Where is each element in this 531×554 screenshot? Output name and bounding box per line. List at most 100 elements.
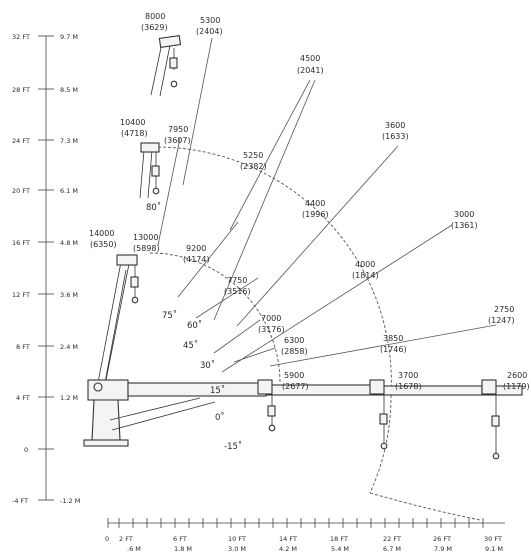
boom-80-head — [158, 35, 182, 48]
angle-labels: 80˚ 75˚ 60˚ 45˚ 30˚ 15˚ 0˚ -15˚ — [146, 202, 242, 452]
hook-icon — [380, 442, 388, 450]
mast — [91, 399, 121, 441]
boom-75-head — [140, 142, 160, 153]
capacity-lbs: 13000 — [133, 233, 158, 242]
hook-block — [169, 57, 178, 69]
hook-icon — [492, 452, 500, 460]
x-tick-label-m: 3.0 M — [228, 545, 246, 553]
angle-label-0: 0˚ — [215, 412, 225, 423]
hook-block — [130, 276, 139, 288]
x-tick-label-m: .6 M — [127, 545, 141, 553]
capacity-kg: (6350) — [90, 240, 117, 249]
y-tick-label-m: 8.5 M — [60, 86, 78, 94]
capacity-labels: 8000 (3629) 5300 (2404) 10400 (4718) 795… — [89, 12, 530, 391]
reach-arc-middle — [157, 146, 392, 396]
hook-block — [379, 413, 388, 425]
angle-label-15: 15˚ — [210, 385, 225, 396]
y-tick-label-m: 2.4 M — [60, 343, 78, 351]
boom-section-3 — [373, 385, 483, 396]
y-tick-label-m: 3.6 M — [60, 291, 78, 299]
boom-80-arm — [150, 42, 171, 97]
capacity-kg: (4174) — [183, 255, 210, 264]
leader-30 — [213, 319, 261, 354]
y-axis: 32 FT 28 FT 24 FT 20 FT 16 FT 12 FT 8 FT… — [12, 33, 80, 505]
x-tick-label-m: 6.7 M — [383, 545, 401, 553]
capacity-lbs: 10400 — [120, 118, 145, 127]
capacity-lbs: 2750 — [494, 305, 514, 314]
y-tick-label-ft: 24 FT — [12, 137, 30, 145]
hook-icon — [131, 296, 139, 304]
y-tick-label-m: 4.8 M — [60, 239, 78, 247]
y-tick-label-ft: 12 FT — [12, 291, 30, 299]
boom-section-1 — [127, 382, 267, 397]
x-tick-label-ft: 26 FT — [433, 535, 451, 543]
capacity-kg: (3607) — [164, 136, 191, 145]
boom-head-2 — [369, 379, 385, 395]
y-tick-label-ft: 8 FT — [16, 343, 30, 351]
capacity-kg: (2404) — [196, 27, 223, 36]
capacity-lbs: 4000 — [355, 260, 375, 269]
capacity-kg: (1633) — [382, 132, 409, 141]
x-tick-label-m: 1.8 M — [174, 545, 192, 553]
x-tick-label-m: 5.4 M — [331, 545, 349, 553]
leader-4500-ext — [213, 79, 316, 321]
capacity-lbs: 7950 — [168, 125, 188, 134]
capacity-lbs: 14000 — [89, 229, 114, 238]
capacity-kg: (1746) — [380, 345, 407, 354]
x-tick-label-ft: 18 FT — [330, 535, 348, 543]
reach-arc-inner — [149, 252, 281, 384]
boom-steep-inner — [103, 269, 127, 389]
capacity-lbs: 5300 — [200, 16, 220, 25]
leader-45 — [195, 277, 259, 319]
capacity-kg: (3516) — [224, 287, 251, 296]
boom-steep-head — [116, 254, 138, 266]
capacity-kg: (1247) — [488, 316, 515, 325]
capacity-kg: (3629) — [141, 23, 168, 32]
y-tick-label-ft: 20 FT — [12, 187, 30, 195]
x-tick-label-m: 7.9 M — [434, 545, 452, 553]
capacity-lbs: 8000 — [145, 12, 165, 21]
x-tick-label-ft: 30 FT — [484, 535, 502, 543]
angle-label-45: 45˚ — [183, 340, 198, 351]
pivot-icon — [93, 382, 103, 392]
capacity-lbs: 7750 — [227, 276, 247, 285]
capacity-lbs: 3000 — [454, 210, 474, 219]
angle-label-80: 80˚ — [146, 202, 161, 213]
hook-block — [151, 165, 160, 177]
lift-cylinder — [109, 397, 201, 421]
leader-60 — [177, 221, 239, 298]
hook-icon — [268, 424, 276, 432]
angle-label-neg15: -15˚ — [224, 441, 242, 452]
capacity-kg: (1361) — [451, 221, 478, 230]
capacity-lbs: 3700 — [398, 371, 418, 380]
capacity-lbs: 4400 — [305, 199, 325, 208]
x-tick-label-m: 4.2 M — [279, 545, 297, 553]
angle-label-30: 30˚ — [200, 360, 215, 371]
boom-steep — [96, 254, 139, 391]
hook-icon — [152, 187, 160, 195]
turret — [87, 379, 129, 401]
x-axis: 0 2 FT 6 FT 10 FT 14 FT 18 FT 22 FT 26 F… — [105, 518, 505, 553]
capacity-lbs: 9200 — [186, 244, 206, 253]
hook-block — [491, 415, 500, 427]
leader-5300 — [182, 37, 213, 186]
capacity-kg: (1814) — [352, 271, 379, 280]
capacity-lbs: 6300 — [284, 336, 304, 345]
x-tick-label-ft: 2 FT — [119, 535, 133, 543]
leader-2750 — [269, 324, 497, 367]
boom-head-3 — [481, 379, 497, 395]
capacity-lbs: 3600 — [385, 121, 405, 130]
x-tick-label-m: 9.1 M — [485, 545, 503, 553]
y-tick-label-m: 6.1 M — [60, 187, 78, 195]
y-tick-label-m: 7.3 M — [60, 137, 78, 145]
capacity-kg: (5898) — [133, 244, 160, 253]
x-tick-label-ft: 22 FT — [383, 535, 401, 543]
capacity-kg: (2858) — [281, 347, 308, 356]
capacity-kg: (2382) — [240, 162, 267, 171]
capacity-lbs: 4500 — [300, 54, 320, 63]
capacity-lbs: 2600 — [507, 371, 527, 380]
y-tick-label-m: -1.2 M — [60, 497, 80, 505]
x-tick-label-ft: 10 FT — [228, 535, 246, 543]
capacity-kg: (1996) — [302, 210, 329, 219]
capacity-kg: (1678) — [395, 382, 422, 391]
